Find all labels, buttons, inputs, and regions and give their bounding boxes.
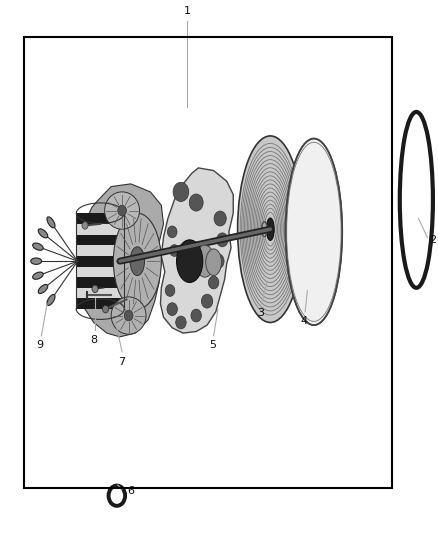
Ellipse shape — [212, 254, 224, 269]
Text: 8: 8 — [90, 335, 97, 345]
Ellipse shape — [47, 294, 55, 305]
Ellipse shape — [165, 285, 175, 296]
Ellipse shape — [33, 272, 43, 279]
Bar — [76, 288, 124, 298]
Ellipse shape — [208, 276, 219, 289]
Bar — [76, 224, 124, 235]
Text: 1: 1 — [184, 6, 191, 16]
Polygon shape — [83, 184, 163, 337]
Ellipse shape — [214, 211, 226, 226]
Text: 6: 6 — [128, 487, 135, 496]
Text: 3: 3 — [257, 308, 264, 318]
Text: 4: 4 — [301, 316, 308, 326]
Ellipse shape — [177, 240, 203, 282]
Bar — [76, 256, 124, 266]
Bar — [76, 235, 124, 245]
Text: 9: 9 — [36, 340, 44, 350]
Ellipse shape — [82, 222, 88, 229]
Bar — [76, 245, 124, 256]
Ellipse shape — [189, 194, 203, 211]
Ellipse shape — [191, 309, 201, 322]
Ellipse shape — [266, 218, 274, 240]
Ellipse shape — [113, 213, 161, 309]
Ellipse shape — [173, 182, 189, 201]
Ellipse shape — [38, 229, 48, 238]
Bar — [76, 266, 124, 277]
Ellipse shape — [167, 226, 177, 238]
Ellipse shape — [111, 297, 146, 334]
Ellipse shape — [118, 205, 127, 216]
Text: 2: 2 — [429, 235, 437, 245]
Ellipse shape — [170, 245, 179, 256]
Ellipse shape — [31, 258, 42, 264]
Ellipse shape — [130, 247, 145, 276]
Ellipse shape — [47, 217, 55, 228]
Polygon shape — [160, 168, 233, 333]
Ellipse shape — [195, 245, 215, 277]
Bar — [76, 298, 124, 309]
Ellipse shape — [92, 285, 98, 293]
Bar — [76, 213, 124, 224]
Ellipse shape — [176, 316, 186, 329]
Ellipse shape — [237, 136, 303, 322]
Ellipse shape — [201, 294, 213, 308]
Ellipse shape — [102, 305, 109, 313]
Ellipse shape — [262, 222, 267, 237]
Bar — [76, 277, 124, 288]
Ellipse shape — [167, 303, 177, 316]
Ellipse shape — [38, 285, 48, 294]
Ellipse shape — [286, 139, 342, 325]
Text: 7: 7 — [118, 357, 125, 367]
Ellipse shape — [33, 243, 43, 251]
Ellipse shape — [217, 233, 228, 247]
Ellipse shape — [105, 192, 140, 229]
Ellipse shape — [124, 310, 133, 321]
Text: 5: 5 — [209, 340, 216, 350]
Ellipse shape — [206, 249, 222, 276]
